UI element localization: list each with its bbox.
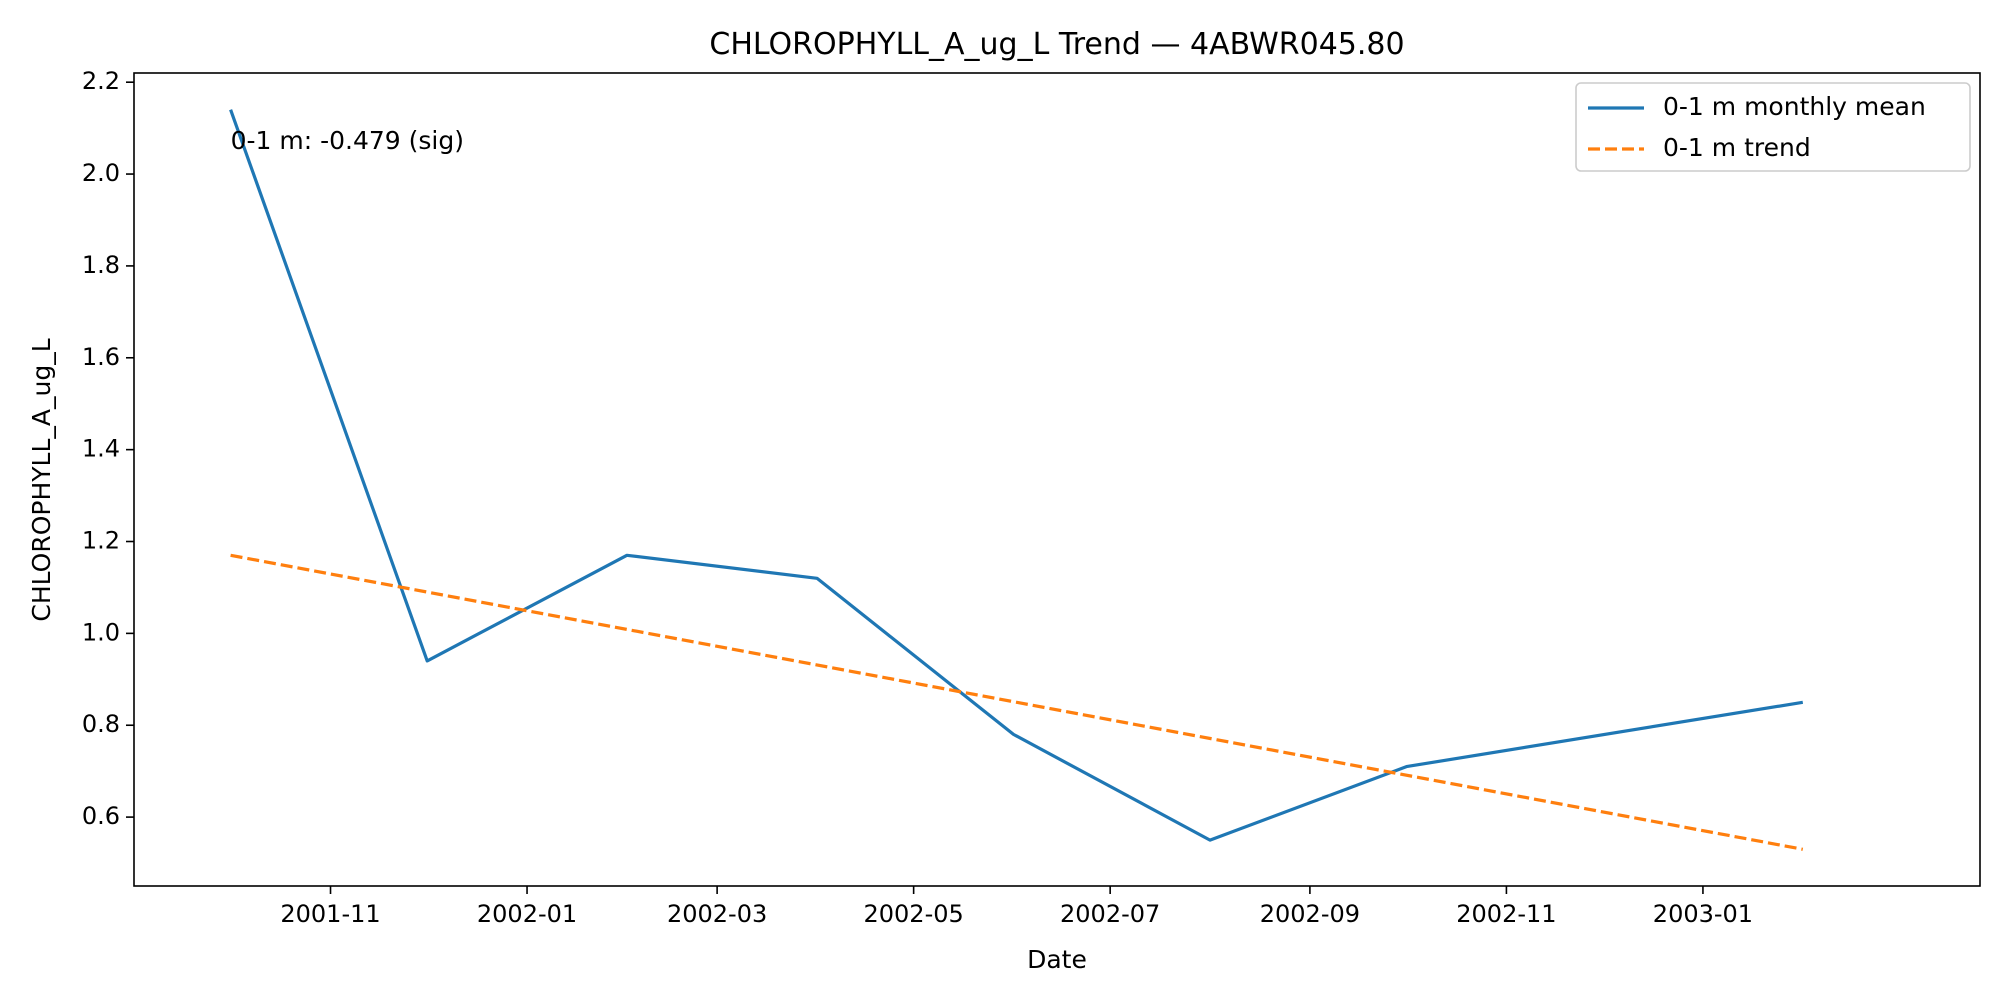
legend: 0-1 m monthly mean 0-1 m trend [1575,82,1971,172]
legend-box [1575,82,1971,172]
series-line-1 [229,109,1804,842]
x-tick-label: 2002-03 [667,900,767,928]
annotation-text: 0-1 m: -0.479 (sig) [231,126,464,155]
series-line-2 [230,553,1804,851]
x-tick-label: 2002-01 [477,900,577,928]
chart-title: CHLOROPHYLL_A_ug_L Trend — 4ABWR045.80 [709,27,1404,62]
legend-label-2: 0-1 m trend [1663,133,1811,162]
y-tick-label: 1.0 [82,618,120,646]
x-tick-label: 2002-05 [863,900,963,928]
y-tick-label: 1.2 [82,527,120,555]
x-tick-label: 2001-11 [280,900,380,928]
x-tick-label: 2003-01 [1653,900,1753,928]
y-tick-label: 0.6 [82,802,120,830]
y-tick-label: 0.8 [82,710,120,738]
y-tick-label: 1.8 [82,251,120,279]
x-tick-label: 2002-11 [1456,900,1556,928]
y-tick-label: 2.2 [82,67,120,95]
y-tick-label: 2.0 [82,159,120,187]
y-tick-label: 1.6 [82,343,120,371]
x-tick-label: 2002-07 [1060,900,1160,928]
y-axis-label: CHLOROPHYLL_A_ug_L [27,338,56,621]
axes-frame [133,72,1981,887]
legend-label-1: 0-1 m monthly mean [1663,92,1926,121]
x-axis-label: Date [1027,945,1087,974]
plot-area: 0-1 m: -0.479 (sig) 2001-11 2002-01 2002-03… [82,67,1981,928]
y-tick-label: 1.4 [82,435,120,463]
x-tick-label: 2002-09 [1260,900,1360,928]
